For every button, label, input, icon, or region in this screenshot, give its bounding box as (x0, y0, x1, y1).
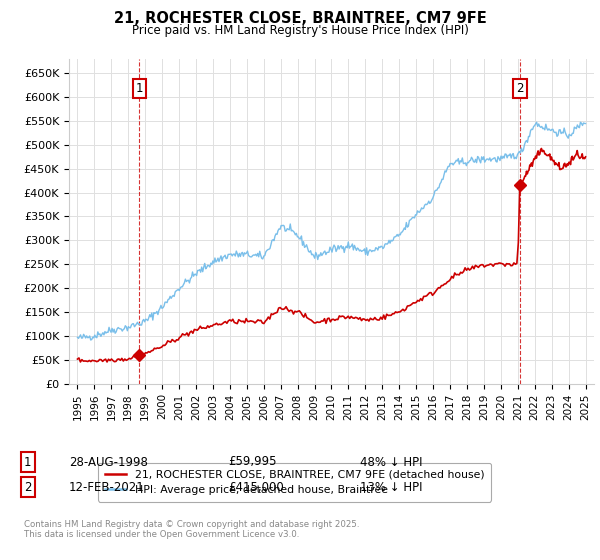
Text: 12-FEB-2021: 12-FEB-2021 (69, 480, 145, 494)
Text: 1: 1 (136, 82, 143, 95)
Text: 2: 2 (24, 480, 32, 494)
Text: 13% ↓ HPI: 13% ↓ HPI (360, 480, 422, 494)
Text: 2: 2 (516, 82, 524, 95)
Text: Price paid vs. HM Land Registry's House Price Index (HPI): Price paid vs. HM Land Registry's House … (131, 24, 469, 36)
Legend: 21, ROCHESTER CLOSE, BRAINTREE, CM7 9FE (detached house), HPI: Average price, de: 21, ROCHESTER CLOSE, BRAINTREE, CM7 9FE … (98, 463, 491, 502)
Text: £415,000: £415,000 (228, 480, 284, 494)
Text: 21, ROCHESTER CLOSE, BRAINTREE, CM7 9FE: 21, ROCHESTER CLOSE, BRAINTREE, CM7 9FE (113, 11, 487, 26)
Text: Contains HM Land Registry data © Crown copyright and database right 2025.
This d: Contains HM Land Registry data © Crown c… (24, 520, 359, 539)
Text: 48% ↓ HPI: 48% ↓ HPI (360, 455, 422, 469)
Text: 1: 1 (24, 455, 32, 469)
Text: £59,995: £59,995 (228, 455, 277, 469)
Text: 28-AUG-1998: 28-AUG-1998 (69, 455, 148, 469)
